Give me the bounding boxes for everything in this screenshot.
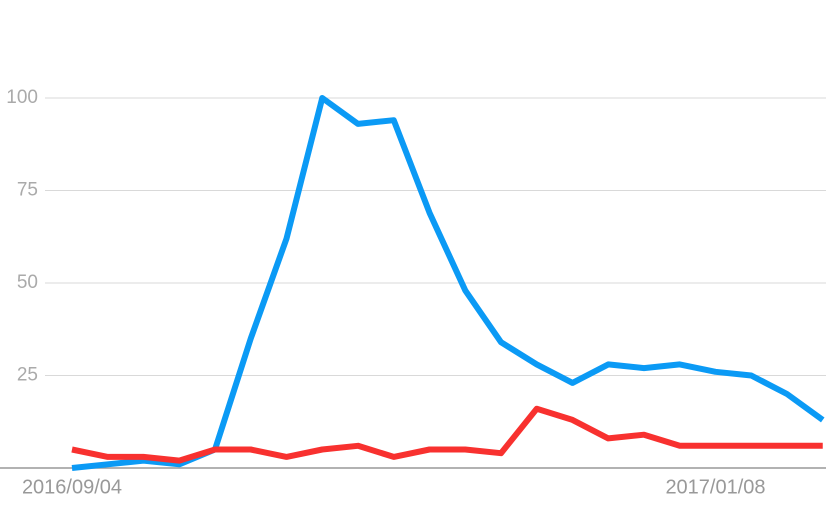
y-tick-label: 75 [17, 180, 38, 201]
x-tick-label: 2016/09/04 [22, 476, 122, 498]
x-tick-label: 2017/01/08 [665, 476, 765, 498]
y-tick-label: 50 [17, 272, 38, 293]
series-line [71, 405, 823, 464]
y-tick-label: 25 [17, 365, 38, 386]
y-tick-label: 100 [6, 87, 38, 108]
